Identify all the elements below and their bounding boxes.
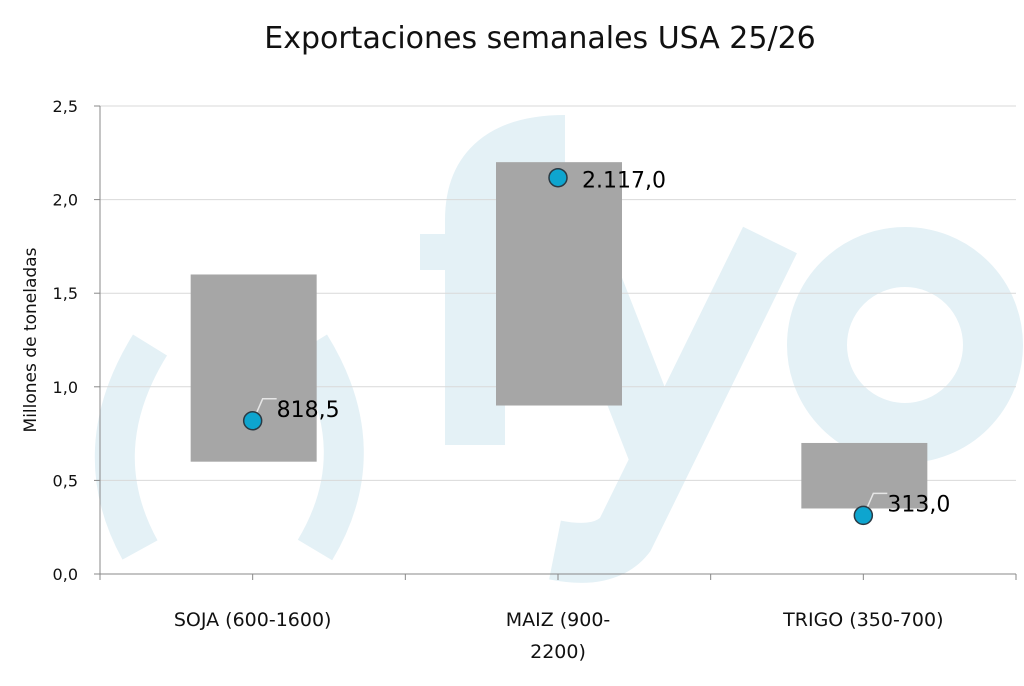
value-marker [853,505,874,526]
y-tick-label: 0,5 [53,471,78,490]
y-tick-label: 2,0 [53,191,78,210]
range-bar [190,274,317,462]
range-bar [496,162,622,406]
y-axis-label: Millones de toneladas [21,247,41,432]
x-tick-label: SOJA (600-1600) [174,609,332,631]
value-marker [242,411,263,431]
watermark-right-paren [292,334,364,561]
x-tick-label: MAIZ (900- [506,609,611,631]
y-tick-label: 1,5 [53,284,78,303]
value-marker [548,167,568,188]
watermark-letter-f [445,115,566,445]
chart-title: Exportaciones semanales USA 25/26 [264,21,816,56]
data-label: 313,0 [887,492,950,517]
y-tick-label: 1,0 [53,378,78,397]
x-tick-label: TRIGO (350-700) [782,609,943,631]
watermark-left-paren [94,334,168,560]
data-label: 818,5 [277,398,340,423]
data-label: 2.117,0 [582,169,666,194]
y-tick-label: 2,5 [53,97,78,116]
watermark-letter-o [787,227,1023,463]
range-bar [801,442,928,509]
y-tick-label: 0,0 [53,565,78,584]
leader-line [865,492,888,510]
x-tick-label: 2200) [530,641,586,663]
leader-line [254,398,277,416]
